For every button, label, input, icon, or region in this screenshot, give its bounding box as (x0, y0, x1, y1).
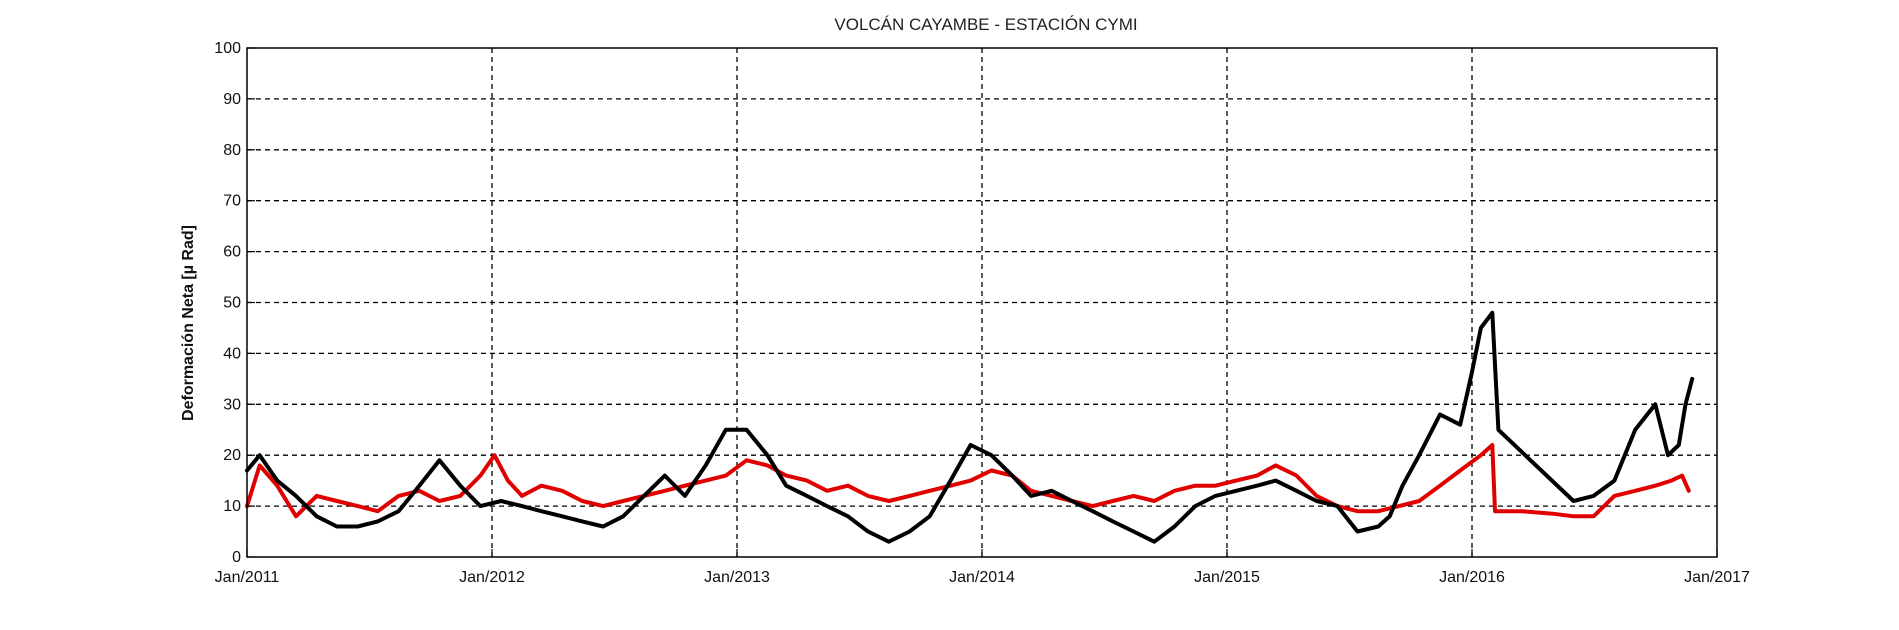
y-axis-label: Deformación Neta [µ Rad] (180, 225, 197, 421)
y-tick-label: 20 (223, 447, 241, 464)
x-tick-label: Jan/2016 (1439, 569, 1505, 586)
y-tick-label: 30 (223, 396, 241, 413)
grid-lines (247, 48, 1717, 557)
y-tick-label: 50 (223, 295, 241, 312)
series-lines (245, 310, 1695, 544)
y-tick-label: 100 (214, 40, 241, 57)
y-tick-label: 90 (223, 91, 241, 108)
x-tick-label: Jan/2014 (949, 569, 1015, 586)
x-tick-label: Jan/2012 (459, 569, 525, 586)
series-line-2 (245, 310, 1695, 544)
y-tick-label: 0 (232, 549, 241, 566)
y-tick-label: 60 (223, 244, 241, 261)
y-tick-label: 80 (223, 142, 241, 159)
x-tick-label: Jan/2017 (1684, 569, 1750, 586)
y-tick-label: 10 (223, 498, 241, 515)
y-tick-label: 70 (223, 193, 241, 210)
tick-labels: 0 10 20 30 40 50 60 70 80 90 100 Jan/2011 Jan/2012 Ja… (214, 40, 1750, 586)
chart-title: VOLCÁN CAYAMBE - ESTACIÓN CYMI (834, 15, 1137, 34)
x-tick-label: Jan/2011 (215, 569, 280, 586)
x-tick-label: Jan/2015 (1194, 569, 1260, 586)
y-tick-label: 40 (223, 345, 241, 362)
x-tick-label: Jan/2013 (704, 569, 770, 586)
series-line-1 (245, 443, 1691, 519)
